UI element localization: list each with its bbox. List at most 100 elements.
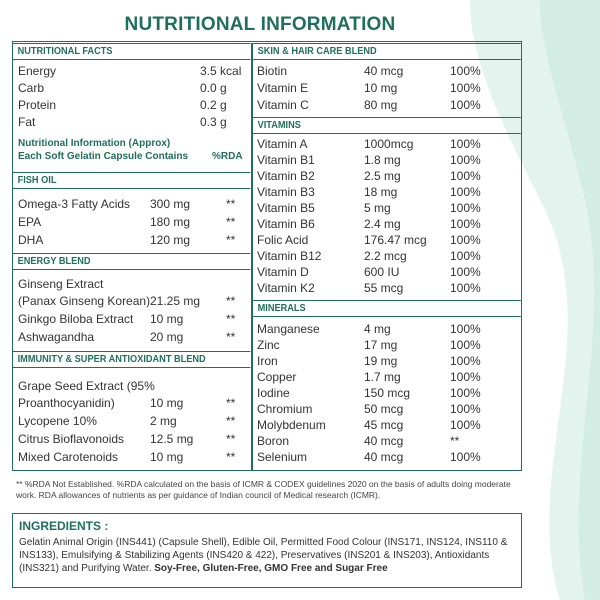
energy-blend-row-rda: **	[226, 312, 236, 326]
vitamin-row-rda: 100%	[450, 137, 481, 151]
vitamin-row-rda: 100%	[450, 217, 481, 231]
fish-oil-row-name: Omega-3 Fatty Acids	[18, 197, 131, 211]
mineral-row-amount: 1.7 mg	[364, 370, 401, 384]
skin-hair-row-name: Vitamin E	[257, 81, 309, 95]
skin-hair-row-rda: 100%	[450, 98, 481, 112]
immunity-blend-row-name: Citrus Bioflavonoids	[18, 432, 125, 446]
energy-blend-row-rda: **	[226, 294, 236, 308]
ingredients-box: INGREDIENTS : Gelatin Animal Origin (INS…	[12, 513, 522, 588]
capsule-note-line2: Each Soft Gelatin Capsule Contains	[18, 151, 189, 162]
mineral-row-name: Molybdenum	[257, 418, 326, 432]
vitamin-row-amount: 2.2 mcg	[364, 249, 407, 263]
fish-oil-row-amount: 300 mg	[150, 197, 191, 211]
page-title: NUTRITIONAL INFORMATION	[124, 14, 396, 35]
vitamin-row-rda: 100%	[450, 233, 481, 247]
vitamin-row-amount: 176.47 mcg	[364, 233, 427, 247]
skin-hair-row-amount: 40 mcg	[364, 64, 404, 78]
energy-blend-row-rda: **	[226, 330, 236, 344]
skin-hair-row-name: Vitamin C	[257, 98, 309, 112]
section-heading-minerals: MINERALS	[253, 300, 521, 317]
vitamin-row-name: Vitamin B2	[257, 169, 315, 183]
immunity-blend-row-amount: 10 mg	[150, 396, 184, 410]
nutrition-fact-row-amount: 0.2 g	[200, 98, 227, 112]
immunity-blend-row-amount: 12.5 mg	[150, 432, 194, 446]
rda-column-label: %RDA	[212, 151, 243, 162]
nutrition-fact-row-amount: 0.3 g	[200, 115, 227, 129]
vitamin-row-amount: 600 IU	[364, 265, 400, 279]
column-divider	[251, 43, 253, 470]
vitamin-row-amount: 18 mg	[364, 185, 398, 199]
rda-footnote: ** %RDA Not Established. %RDA calculated…	[16, 479, 511, 500]
ingredients-heading: INGREDIENTS :	[19, 519, 109, 533]
fish-oil-row-amount: 120 mg	[150, 233, 191, 247]
section-heading-vitamins: VITAMINS	[253, 117, 521, 134]
section-heading-immunity-blend: IMMUNITY & SUPER ANTIOXIDANT BLEND	[13, 351, 250, 368]
energy-blend-row-amount: 20 mg	[150, 330, 184, 344]
vitamin-row-amount: 55 mcg	[364, 281, 404, 295]
vitamin-row-rda: 100%	[450, 281, 481, 295]
mineral-row-rda: 100%	[450, 322, 481, 336]
immunity-blend-row-name: Mixed Carotenoids	[18, 450, 119, 464]
vitamin-row-amount: 2.5 mg	[364, 169, 401, 183]
vitamin-row-name: Vitamin B6	[257, 217, 315, 231]
nutrition-table	[12, 41, 522, 471]
vitamin-row-name: Folic Acid	[257, 233, 309, 247]
vitamin-row-rda: 100%	[450, 201, 481, 215]
vitamin-row-name: Vitamin K2	[257, 281, 315, 295]
energy-blend-row-name: Ashwagandha	[18, 330, 95, 344]
nutrition-fact-row-name: Protein	[18, 98, 57, 112]
mineral-row-amount: 50 mcg	[364, 402, 404, 416]
skin-hair-row-rda: 100%	[450, 81, 481, 95]
mineral-row-name: Iodine	[257, 386, 290, 400]
vitamin-row-name: Vitamin B1	[257, 153, 315, 167]
skin-hair-row-name: Biotin	[257, 64, 288, 78]
vitamin-row-amount: 5 mg	[364, 201, 391, 215]
mineral-row-amount: 40 mcg	[364, 434, 404, 448]
fish-oil-row-name: DHA	[18, 233, 44, 247]
mineral-row-name: Boron	[257, 434, 290, 448]
immunity-blend-row-amount: 2 mg	[150, 414, 177, 428]
skin-hair-row-amount: 10 mg	[364, 81, 398, 95]
immunity-blend-row-rda: **	[226, 396, 236, 410]
fish-oil-row-rda: **	[226, 197, 236, 211]
fish-oil-row-rda: **	[226, 233, 236, 247]
energy-blend-row-name: (Panax Ginseng Korean)	[18, 294, 151, 308]
mineral-row-rda: 100%	[450, 418, 481, 432]
mineral-row-amount: 19 mg	[364, 354, 398, 368]
mineral-row-rda: 100%	[450, 386, 481, 400]
vitamin-row-amount: 1.8 mg	[364, 153, 401, 167]
mineral-row-rda: 100%	[450, 402, 481, 416]
vitamin-row-rda: 100%	[450, 265, 481, 279]
immunity-blend-row-name: Lycopene 10%	[18, 414, 97, 428]
energy-blend-row-amount: 10 mg	[150, 312, 184, 326]
vitamin-row-name: Vitamin B5	[257, 201, 315, 215]
fish-oil-row-rda: **	[226, 215, 236, 229]
mineral-row-name: Copper	[257, 370, 297, 384]
immunity-blend-row-rda: **	[226, 414, 236, 428]
mineral-row-amount: 40 mcg	[364, 450, 404, 464]
vitamin-row-name: Vitamin A	[257, 137, 308, 151]
vitamin-row-name: Vitamin D	[257, 265, 309, 279]
ingredients-list: Gelatin Animal Origin (INS441) (Capsule …	[19, 537, 508, 574]
vitamin-row-name: Vitamin B3	[257, 185, 315, 199]
energy-blend-row-name: Ginkgo Biloba Extract	[18, 312, 134, 326]
energy-blend-line1: Ginseng Extract	[18, 277, 104, 291]
mineral-row-amount: 150 mcg	[364, 386, 411, 400]
fish-oil-row-amount: 180 mg	[150, 215, 191, 229]
skin-hair-row-rda: 100%	[450, 64, 481, 78]
nutrition-fact-row-name: Carb	[18, 81, 45, 95]
section-heading-skin-hair: SKIN & HAIR CARE BLEND	[253, 43, 521, 60]
mineral-row-amount: 45 mcg	[364, 418, 404, 432]
mineral-row-rda: **	[450, 434, 460, 448]
mineral-row-name: Selenium	[257, 450, 308, 464]
mineral-row-name: Chromium	[257, 402, 313, 416]
vitamin-row-name: Vitamin B12	[257, 249, 322, 263]
vitamin-row-rda: 100%	[450, 169, 481, 183]
vitamin-row-amount: 1000mcg	[364, 137, 414, 151]
vitamin-row-rda: 100%	[450, 249, 481, 263]
vitamin-row-amount: 2.4 mg	[364, 217, 401, 231]
capsule-note-line1: Nutritional Information (Approx)	[18, 138, 171, 149]
nutrition-fact-row-amount: 0.0 g	[200, 81, 227, 95]
nutrition-fact-row-amount: 3.5 kcal	[200, 64, 242, 78]
fish-oil-row-name: EPA	[18, 215, 42, 229]
